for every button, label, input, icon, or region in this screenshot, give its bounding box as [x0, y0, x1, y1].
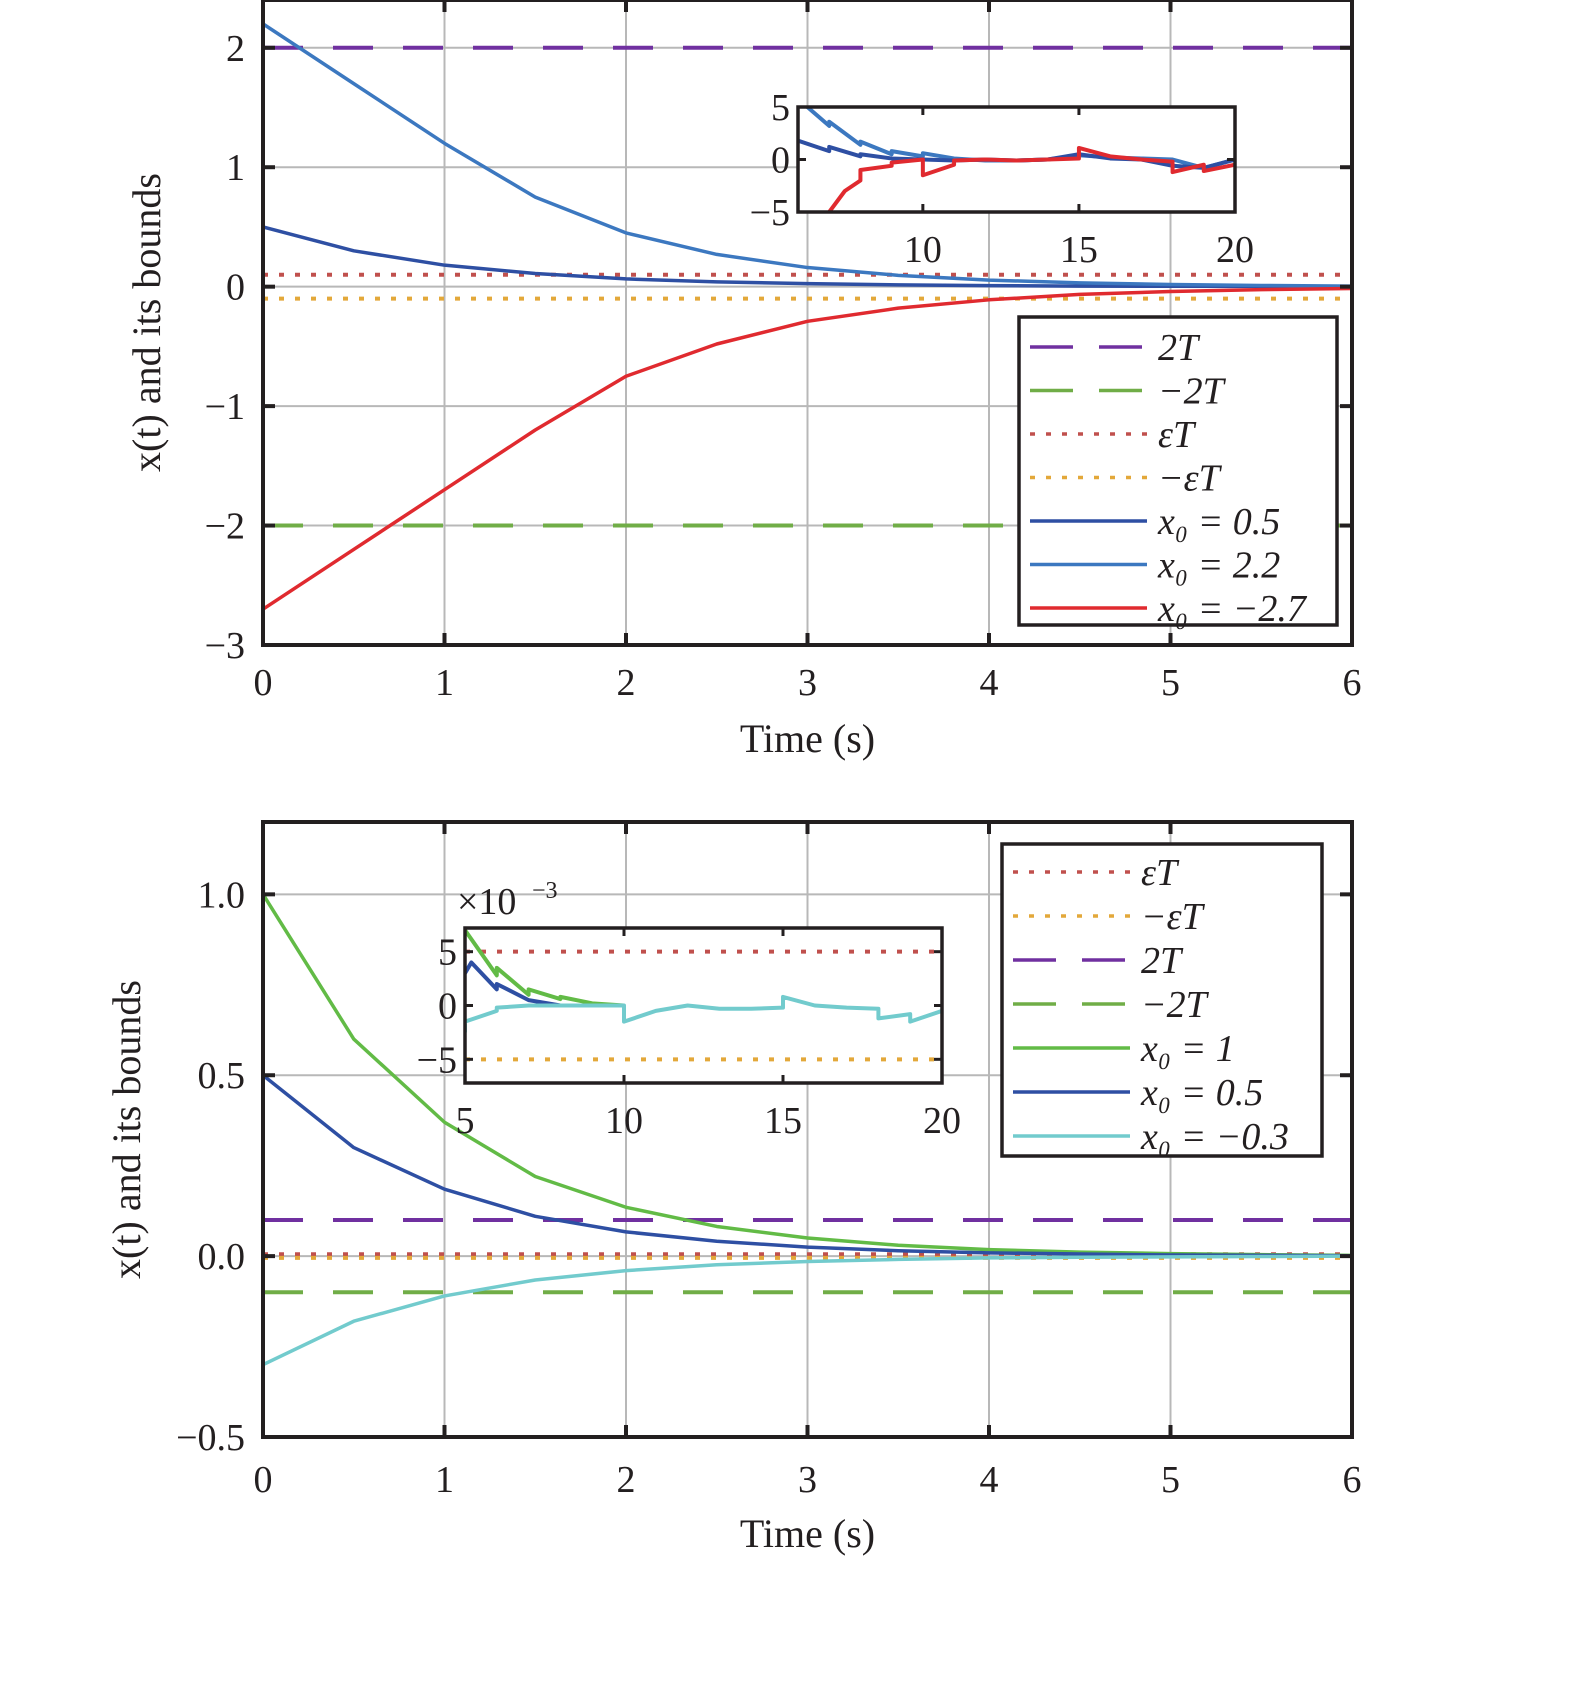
legend-label: εT [1141, 852, 1180, 894]
legend-item: εT [1030, 414, 1197, 456]
x-tick-label: 0 [254, 662, 273, 704]
legend-label: x₀ = 0.5 [1140, 1072, 1263, 1114]
x-tick-label: 4 [980, 662, 999, 704]
legend-item: 2T [1030, 327, 1201, 369]
inset-x-tick-label: 5 [456, 1100, 475, 1142]
x-tick-label: 2 [617, 662, 636, 704]
x-tick-label: 6 [1343, 662, 1362, 704]
legend-label: −2T [1141, 984, 1210, 1026]
inset-y-tick-label: 5 [438, 932, 457, 974]
series-line [263, 22, 1352, 288]
x-axis-title: Time (s) [740, 1511, 875, 1556]
series-line [263, 225, 1352, 289]
legend-label: 2T [1158, 327, 1201, 369]
legend-item: −2T [1030, 371, 1227, 413]
legend-label: x₀ = −0.3 [1140, 1116, 1289, 1158]
x-tick-label: 1 [435, 662, 454, 704]
y-axis-title: x(t) and its bounds [124, 173, 169, 472]
inset-x-tick-label: 15 [1060, 229, 1098, 271]
legend-item: −εT [1030, 458, 1223, 500]
inset-x-tick-label: 10 [605, 1100, 643, 1142]
x-axis-title: Time (s) [740, 716, 875, 761]
legend-label: −2T [1158, 371, 1227, 413]
inset-series-line [465, 994, 942, 1033]
legend-item: x₀ = −2.7 [1030, 588, 1308, 630]
inset-plot-area [465, 929, 942, 1062]
x-tick-label: 5 [1161, 662, 1180, 704]
chart-2: 0 1 2 3 4 5 6 −0.5 0.0 0.5 1.0 Time (s) x(t) and its… [104, 820, 1362, 1556]
y-tick-label: 0 [226, 267, 245, 309]
y-tick-label: 2 [226, 28, 245, 70]
y-tick-label: −1 [205, 386, 245, 428]
inset-chart: 10 15 20 −5 0 5 [750, 87, 1254, 271]
inset-multiplier-exponent: −3 [532, 878, 558, 904]
y-tick-label: 0.5 [198, 1055, 246, 1097]
legend-item: x₀ = 1 [1013, 1028, 1235, 1070]
legend-label: x₀ = 1 [1140, 1028, 1235, 1070]
inset-x-tick-label: 10 [904, 229, 942, 271]
inset-x-tick-label: 15 [764, 1100, 802, 1142]
y-tick-label: 1 [226, 147, 245, 189]
x-tick-label: 6 [1343, 1459, 1362, 1501]
inset-y-tick-label: −5 [750, 192, 790, 234]
legend-item: 2T [1013, 940, 1184, 982]
x-tick-label: 1 [435, 1459, 454, 1501]
inset-chart: 5 10 15 20−505×10 −3 [417, 878, 961, 1142]
inset-series-line [827, 145, 1235, 212]
plot-area [263, 22, 1352, 611]
y-tick-label: −0.5 [176, 1417, 245, 1459]
inset-plot-area [798, 107, 1235, 212]
x-tick-label: 4 [980, 1459, 999, 1501]
x-tick-label: 3 [798, 1459, 817, 1501]
inset-y-tick-label: −5 [417, 1039, 457, 1081]
legend-label: εT [1158, 414, 1197, 456]
inset-series-line [465, 960, 561, 1008]
legend-item: x₀ = −0.3 [1013, 1116, 1289, 1158]
legend-box [1000, 842, 1324, 1158]
inset-x-tick-label: 20 [923, 1100, 961, 1142]
legend-item: x₀ = 2.2 [1030, 545, 1280, 587]
x-tick-label: 3 [798, 662, 817, 704]
legend-label: −εT [1158, 458, 1223, 500]
legend-label: x₀ = −2.7 [1157, 588, 1308, 630]
legend-item: −2T [1013, 984, 1210, 1026]
legend-label: 2T [1141, 940, 1184, 982]
y-tick-label: 0.0 [198, 1236, 246, 1278]
legend-item: x₀ = 0.5 [1030, 501, 1280, 543]
inset-series-line [465, 929, 625, 1008]
chart-1: 0 1 2 3 4 5 6 −3 −2 −1 0 1 2 Time (s) x(t) and its bou… [124, 0, 1362, 761]
legend-label: x₀ = 0.5 [1157, 501, 1280, 543]
x-tick-label: 0 [254, 1459, 273, 1501]
inset-x-tick-label: 20 [1216, 229, 1254, 271]
y-tick-label: −2 [205, 506, 245, 548]
legend-item: εT [1013, 852, 1180, 894]
legend-box [1017, 315, 1339, 627]
plot-area [263, 893, 1352, 1367]
series-line [263, 286, 1352, 611]
legend-label: −εT [1141, 896, 1206, 938]
y-tick-label: 1.0 [198, 874, 246, 916]
legend-item: x₀ = 0.5 [1013, 1072, 1263, 1114]
inset-multiplier-label: ×10 [457, 881, 516, 923]
x-tick-label: 5 [1161, 1459, 1180, 1501]
y-tick-label: −3 [205, 625, 245, 667]
legend-item: −εT [1013, 896, 1206, 938]
inset-y-tick-label: 0 [771, 140, 790, 182]
inset-y-tick-label: 5 [771, 87, 790, 129]
legend-label: x₀ = 2.2 [1157, 545, 1280, 587]
series-line [263, 1073, 1352, 1258]
x-tick-label: 2 [617, 1459, 636, 1501]
series-line [263, 1254, 1352, 1367]
inset-y-tick-label: 0 [438, 986, 457, 1028]
y-axis-title: x(t) and its bounds [104, 980, 149, 1279]
